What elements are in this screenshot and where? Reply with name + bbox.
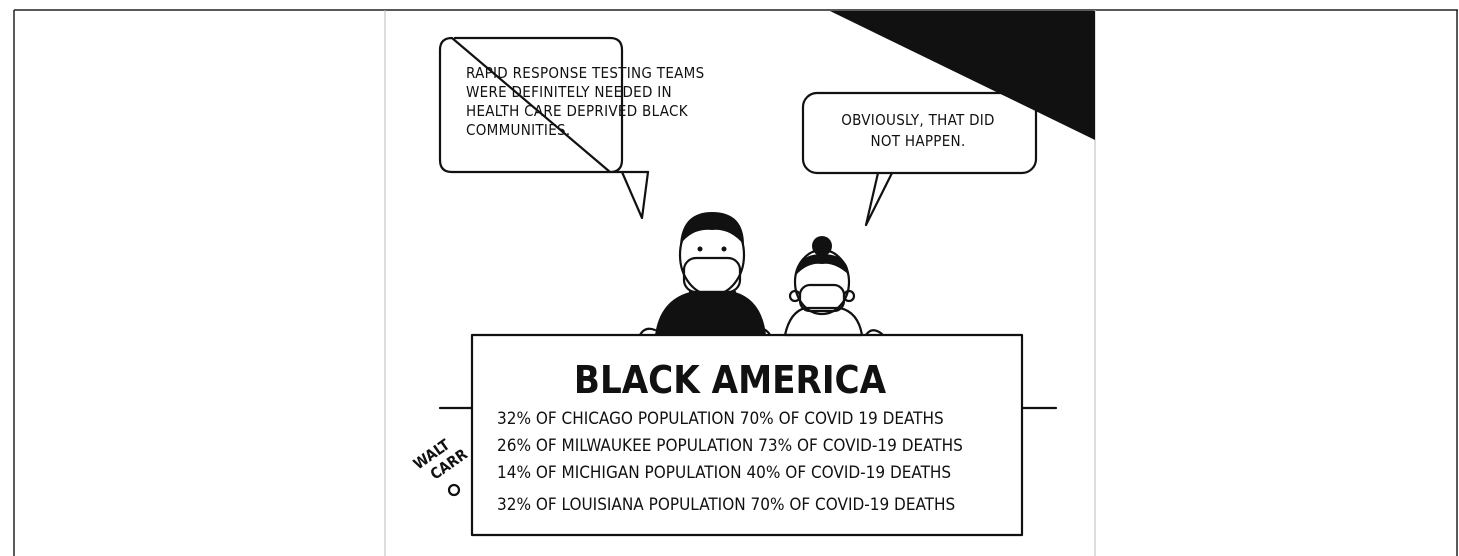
cartoon: RAPID RESPONSE TESTING TEAMS WERE DEFINI… xyxy=(410,11,1095,535)
bubble-text: COMMUNITIES. xyxy=(466,121,570,139)
bubble-text: WERE DEFINITELY NEEDED IN xyxy=(466,83,672,101)
sign-line: 14% OF MICHIGAN POPULATION 40% OF COVID-… xyxy=(497,463,951,483)
bubble-text: OBVIOUSLY, THAT DID xyxy=(841,111,994,129)
figure-man xyxy=(640,212,770,335)
bubble-tail xyxy=(622,172,648,218)
sign-line: 26% OF MILWAUKEE POPULATION 73% OF COVID… xyxy=(497,436,963,456)
sign-line: 32% OF LOUISIANA POPULATION 70% OF COVID… xyxy=(497,495,955,515)
page: RAPID RESPONSE TESTING TEAMS WERE DEFINI… xyxy=(0,0,1459,556)
figure-woman xyxy=(785,236,882,335)
bubble-text: RAPID RESPONSE TESTING TEAMS xyxy=(466,64,704,82)
bubble-text: NOT HAPPEN. xyxy=(870,132,965,150)
sign-title: BLACK AMERICA xyxy=(574,358,887,402)
signature: WALT CARR xyxy=(410,430,471,488)
bubble-tail xyxy=(866,173,892,225)
bubble-text: HEALTH CARE DEPRIVED BLACK xyxy=(466,102,689,120)
sign-line: 32% OF CHICAGO POPULATION 70% OF COVID 1… xyxy=(497,409,944,429)
